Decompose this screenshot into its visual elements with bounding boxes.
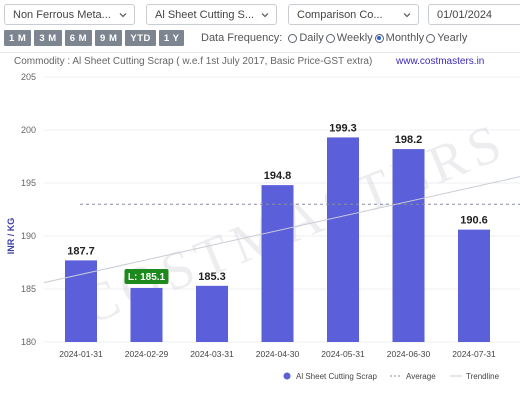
x-tick-label: 2024-02-29 bbox=[125, 349, 169, 359]
range-button-1m[interactable]: 1 M bbox=[4, 30, 32, 46]
data-label: 194.8 bbox=[264, 170, 292, 182]
radio-yearly-label: Yearly bbox=[437, 32, 468, 44]
data-label: 198.2 bbox=[395, 134, 423, 146]
range-button-ytd[interactable]: YTD bbox=[125, 30, 156, 46]
low-label-badge bbox=[124, 268, 169, 284]
range-button-3m[interactable]: 3 M bbox=[34, 30, 62, 46]
radio-daily[interactable]: Daily bbox=[288, 32, 324, 44]
bar bbox=[196, 285, 228, 342]
radio-weekly[interactable]: Weekly bbox=[325, 32, 373, 44]
bar bbox=[458, 229, 490, 342]
x-tick-label: 2024-07-31 bbox=[452, 349, 496, 359]
range-button-6m[interactable]: 6 M bbox=[64, 30, 93, 46]
bar bbox=[261, 185, 294, 342]
bar bbox=[327, 137, 359, 342]
range-button-group: 1 M 3 M 6 M 9 M YTD 1 Y bbox=[4, 30, 185, 46]
divider bbox=[0, 52, 520, 53]
chart-title: Commodity : Al Sheet Cutting Scrap ( w.e… bbox=[14, 56, 373, 67]
radio-daily-label: Daily bbox=[299, 32, 324, 44]
trendline bbox=[43, 176, 520, 284]
legend-series-marker bbox=[283, 372, 291, 380]
date-value: 01/01/2024 bbox=[437, 8, 493, 21]
x-tick-label: 2024-04-30 bbox=[256, 349, 300, 359]
range-button-1y[interactable]: 1 Y bbox=[158, 30, 185, 46]
y-tick-label: 195 bbox=[21, 178, 36, 188]
comparison-select[interactable]: Comparison Co... bbox=[288, 4, 419, 25]
radio-icon bbox=[426, 33, 436, 43]
radio-icon bbox=[325, 33, 335, 43]
legend-average-label: Average bbox=[406, 372, 436, 381]
chevron-down-icon bbox=[400, 5, 414, 24]
x-tick-label: 2024-01-31 bbox=[59, 349, 103, 359]
data-frequency-label: Data Frequency: bbox=[201, 32, 283, 44]
y-tick-label: 180 bbox=[21, 337, 36, 347]
radio-icon bbox=[288, 33, 298, 43]
data-label: L: 185.1 bbox=[128, 272, 166, 283]
x-tick-label: 2024-06-30 bbox=[387, 349, 431, 359]
bar bbox=[392, 149, 425, 342]
bar bbox=[65, 260, 97, 342]
radio-monthly[interactable]: Monthly bbox=[374, 32, 425, 44]
data-label: 199.3 bbox=[329, 122, 357, 134]
data-label: 185.3 bbox=[198, 271, 226, 283]
commodity-value: Al Sheet Cutting S... bbox=[155, 8, 255, 21]
y-axis-label: INR / KG bbox=[6, 218, 16, 255]
range-button-9m[interactable]: 9 M bbox=[95, 30, 123, 46]
commodity-group-value: Non Ferrous Meta... bbox=[13, 8, 111, 21]
chart-header: Commodity : Al Sheet Cutting Scrap ( w.e… bbox=[0, 56, 520, 70]
bar bbox=[130, 287, 163, 342]
data-frequency-group: Data Frequency: Daily Weekly Monthly Yea… bbox=[201, 30, 469, 46]
x-tick-label: 2024-05-31 bbox=[321, 349, 365, 359]
y-tick-label: 205 bbox=[21, 72, 36, 82]
legend-trendline-label: Trendline bbox=[466, 372, 500, 381]
y-tick-label: 200 bbox=[21, 125, 36, 135]
chevron-down-icon bbox=[258, 5, 272, 24]
data-label: 190.6 bbox=[460, 215, 488, 227]
chevron-down-icon bbox=[116, 5, 130, 24]
data-label: 187.7 bbox=[67, 245, 95, 257]
commodity-group-select[interactable]: Non Ferrous Meta... bbox=[4, 4, 135, 25]
x-tick-label: 2024-03-31 bbox=[190, 349, 234, 359]
y-tick-label: 185 bbox=[21, 284, 36, 294]
website-link[interactable]: www.costmasters.in bbox=[396, 56, 485, 67]
radio-checked-icon bbox=[374, 33, 384, 43]
date-input[interactable]: 01/01/2024 bbox=[428, 4, 520, 25]
commodity-select[interactable]: Al Sheet Cutting S... bbox=[146, 4, 277, 25]
legend-series-label: Al Sheet Cutting Scrap bbox=[296, 372, 377, 381]
comparison-value: Comparison Co... bbox=[297, 8, 383, 21]
radio-weekly-label: Weekly bbox=[336, 32, 373, 44]
radio-monthly-label: Monthly bbox=[385, 32, 425, 44]
y-tick-label: 190 bbox=[21, 231, 36, 241]
radio-yearly[interactable]: Yearly bbox=[426, 32, 467, 44]
